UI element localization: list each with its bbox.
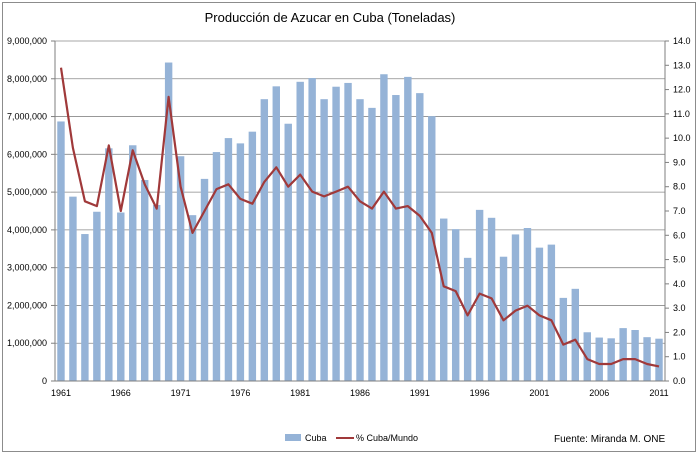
y-left-tick-label: 6,000,000 bbox=[7, 149, 47, 159]
y-right-tick-label: 13.0 bbox=[673, 60, 691, 70]
chart-title: Producción de Azucar en Cuba (Toneladas) bbox=[205, 10, 456, 25]
bar-2009 bbox=[631, 330, 639, 381]
bar-1970 bbox=[164, 62, 173, 382]
y-axis-right-labels: 0.0 1.0 2.0 3.0 4.0 5.0 6.0 7.0 8.0 9.0 10.0 11.0 12… bbox=[665, 36, 691, 386]
y-right-tick-label: 7.0 bbox=[673, 206, 686, 216]
y-left-tick-label: 0 bbox=[42, 376, 47, 386]
x-tick-label: 2001 bbox=[529, 388, 549, 398]
pct-cuba-mundo-line bbox=[59, 67, 660, 368]
x-tick-label: 1991 bbox=[410, 388, 430, 398]
bar-1987 bbox=[368, 107, 376, 381]
bar-2002 bbox=[547, 244, 556, 381]
bar-1961 bbox=[57, 121, 65, 381]
bar-1993 bbox=[440, 218, 448, 381]
bar-1968 bbox=[140, 180, 149, 381]
bar-1974 bbox=[212, 152, 221, 381]
x-tick-label: 2006 bbox=[589, 388, 609, 398]
y-right-tick-label: 10.0 bbox=[673, 133, 691, 143]
y-left-tick-label: 4,000,000 bbox=[7, 225, 47, 235]
x-tick-label: 1981 bbox=[290, 388, 310, 398]
x-tick-label: 1961 bbox=[51, 388, 71, 398]
x-tick-label: 1996 bbox=[470, 388, 490, 398]
bar-1986 bbox=[356, 99, 364, 381]
bar-1964 bbox=[93, 211, 101, 381]
y-right-tick-label: 3.0 bbox=[673, 303, 686, 313]
bar-2011 bbox=[655, 338, 663, 381]
bar-1985 bbox=[344, 82, 352, 381]
bar-2008 bbox=[619, 328, 627, 381]
bar-2004 bbox=[571, 288, 580, 381]
y-right-tick-label: 6.0 bbox=[673, 230, 686, 240]
bar-1978 bbox=[260, 99, 269, 381]
bar-1976 bbox=[236, 143, 245, 381]
x-tick-label: 1986 bbox=[350, 388, 370, 398]
bar-2000 bbox=[523, 228, 532, 381]
bar-1991 bbox=[416, 93, 424, 381]
bar-1975 bbox=[224, 138, 233, 381]
bar-2003 bbox=[559, 297, 568, 381]
legend-label-pct: % Cuba/Mundo bbox=[356, 433, 418, 443]
legend-swatch-cuba bbox=[285, 434, 301, 441]
y-left-tick-label: 3,000,000 bbox=[7, 263, 47, 273]
bar-1989 bbox=[392, 95, 400, 382]
bar-1992 bbox=[428, 116, 436, 381]
bar-1982 bbox=[308, 78, 316, 382]
y-right-tick-label: 4.0 bbox=[673, 279, 686, 289]
bar-1972 bbox=[188, 215, 197, 381]
bar-2005 bbox=[583, 332, 591, 381]
bar-2010 bbox=[643, 337, 651, 381]
x-tick-label: 1966 bbox=[111, 388, 131, 398]
y-left-tick-label: 5,000,000 bbox=[7, 187, 47, 197]
bar-1981 bbox=[296, 81, 304, 382]
bar-1973 bbox=[200, 178, 209, 381]
bar-series bbox=[57, 62, 663, 382]
bar-1977 bbox=[248, 131, 257, 381]
bar-1965 bbox=[105, 148, 113, 381]
y-right-tick-label: 11.0 bbox=[673, 109, 690, 119]
y-left-tick-label: 1,000,000 bbox=[7, 338, 47, 348]
source-note: Fuente: Miranda M. ONE bbox=[554, 434, 665, 445]
x-tick-label: 1971 bbox=[171, 388, 191, 398]
bar-1995 bbox=[463, 257, 472, 381]
bar-1979 bbox=[272, 86, 280, 381]
bar-1963 bbox=[81, 234, 89, 381]
bar-2007 bbox=[607, 338, 615, 381]
bar-1999 bbox=[511, 234, 520, 381]
y-left-tick-label: 7,000,000 bbox=[7, 112, 47, 122]
bar-1971 bbox=[176, 156, 185, 381]
y-right-tick-label: 1.0 bbox=[673, 352, 686, 362]
legend-label-cuba: Cuba bbox=[305, 433, 327, 443]
x-tick-label: 2011 bbox=[649, 388, 668, 398]
x-axis-labels: 1961 1966 1971 1976 1981 1986 1991 1996 2001 2006… bbox=[51, 388, 669, 398]
bar-1984 bbox=[332, 86, 340, 381]
y-right-tick-label: 0.0 bbox=[673, 376, 686, 386]
bar-1994 bbox=[451, 229, 460, 381]
bar-1983 bbox=[320, 99, 328, 381]
bar-1969 bbox=[152, 204, 161, 381]
x-tick-label: 1976 bbox=[230, 388, 250, 398]
legend: Cuba % Cuba/Mundo bbox=[285, 433, 418, 443]
y-right-tick-label: 14.0 bbox=[673, 36, 691, 46]
bar-1990 bbox=[404, 76, 412, 381]
y-left-tick-label: 2,000,000 bbox=[7, 300, 47, 310]
bar-1980 bbox=[284, 123, 292, 381]
bar-2006 bbox=[595, 337, 603, 381]
bar-1966 bbox=[117, 212, 125, 381]
line-series bbox=[59, 67, 660, 368]
y-axis-left-labels: 0 1,000,000 2,000,000 3,000,000 4,000,000 5,0… bbox=[7, 36, 47, 386]
y-right-tick-label: 9.0 bbox=[673, 157, 686, 167]
y-left-tick-label: 8,000,000 bbox=[7, 74, 47, 84]
y-right-tick-label: 2.0 bbox=[673, 327, 686, 337]
y-right-tick-label: 5.0 bbox=[673, 255, 686, 265]
y-right-tick-label: 8.0 bbox=[673, 182, 686, 192]
bar-1962 bbox=[69, 196, 77, 381]
bar-1988 bbox=[380, 74, 388, 381]
y-right-tick-label: 12.0 bbox=[673, 85, 691, 95]
bar-1967 bbox=[129, 145, 137, 381]
y-left-tick-label: 9,000,000 bbox=[7, 36, 47, 46]
